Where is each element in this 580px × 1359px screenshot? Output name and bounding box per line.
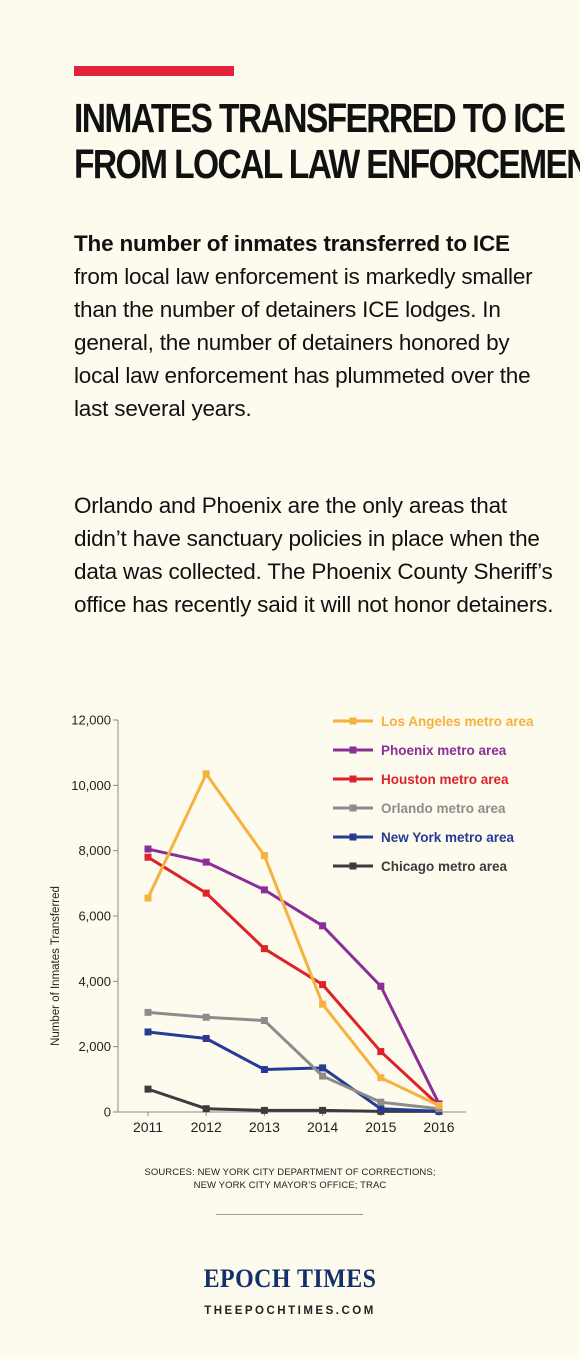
data-point [377,1098,385,1106]
y-tick-label: 0 [104,1105,111,1120]
data-point [319,1000,327,1008]
x-tick-label: 2014 [307,1119,338,1135]
legend-label: Houston metro area [381,772,509,787]
data-point [319,1072,327,1080]
series-line [147,1087,439,1113]
data-point [144,1008,152,1016]
y-tick-label: 10,000 [71,778,111,793]
x-tick-label: 2015 [365,1119,396,1135]
sources-line-1: SOURCES: NEW YORK CITY DEPARTMENT OF COR… [144,1167,436,1178]
data-point [319,981,327,989]
y-tick-label: 12,000 [71,713,111,728]
x-tick-label: 2011 [133,1119,163,1135]
brand-logo: EPOCH TIMES [203,1264,377,1293]
data-point [260,886,268,894]
x-tick-label: 2013 [249,1119,280,1135]
data-point [319,1106,327,1114]
intro-lead-bold: The number of inmates transferred to ICE [74,231,510,256]
x-tick-label: 2012 [191,1119,222,1135]
data-point [202,1013,210,1021]
data-point [377,982,385,990]
series-line [147,847,441,1105]
legend-label: New York metro area [381,830,515,845]
y-tick-label: 4,000 [78,974,111,989]
legend-label: Phoenix metro area [381,743,507,758]
data-point [377,1074,385,1082]
data-point [260,1017,268,1025]
data-point [319,1064,327,1072]
intro-paragraph: The number of inmates transferred to ICE… [74,227,554,425]
y-tick-label: 2,000 [78,1039,111,1054]
data-point [144,853,152,861]
y-tick-label: 6,000 [78,909,111,924]
data-point [144,845,152,853]
data-point [435,1101,443,1109]
series-line [147,855,441,1107]
series-line [147,1010,440,1111]
data-point [202,770,210,778]
legend-swatch-marker [349,746,357,754]
legend-swatch-marker [349,775,357,783]
sources-note: SOURCES: NEW YORK CITY DEPARTMENT OF COR… [0,1166,580,1192]
sources-line-2: NEW YORK CITY MAYOR’S OFFICE; TRAC [193,1180,387,1191]
legend-label: Orlando metro area [381,801,506,816]
legend-swatch-marker [349,833,357,841]
headline-line-2: FROM LOCAL LAW ENFORCEMENT [74,141,580,187]
headline-line-1: INMATES TRANSFERRED TO ICE [74,95,566,141]
line-chart: 0 2,000 4,000 6,000 8,000 10,000 12,000 2011 201… [50,713,534,1136]
y-axis-label: Number of Inmates Transferred [50,886,62,1046]
legend-label: Chicago metro area [381,859,508,874]
data-point [144,1028,152,1036]
legend-swatch-marker [349,717,357,725]
data-point [202,1105,210,1113]
intro-lead-rest: from local law enforcement is markedly s… [74,264,533,421]
legend-label: Los Angeles metro area [381,714,534,729]
data-point [260,1106,268,1114]
data-point [260,945,268,953]
headline: INMATES TRANSFERRED TO ICE FROM LOCAL LA… [74,95,580,187]
data-point [202,858,210,866]
series-line [147,1030,440,1113]
data-point [319,922,327,930]
series-line [146,772,440,1107]
divider [216,1214,363,1215]
brand-url: THEEPOCHTIMES.COM [204,1305,376,1317]
second-paragraph: Orlando and Phoenix are the only areas t… [74,493,554,617]
data-point [260,1066,268,1074]
legend-swatch-marker [349,862,357,870]
accent-bar [74,66,234,76]
data-point [144,1085,152,1093]
y-tick-label: 8,000 [78,843,111,858]
legend-swatch-marker [349,804,357,812]
data-point [202,889,210,897]
data-point [260,852,268,860]
data-point [377,1048,385,1056]
data-point [202,1035,210,1042]
data-point [144,894,152,902]
x-tick-label: 2016 [423,1119,454,1135]
data-point [377,1105,385,1113]
